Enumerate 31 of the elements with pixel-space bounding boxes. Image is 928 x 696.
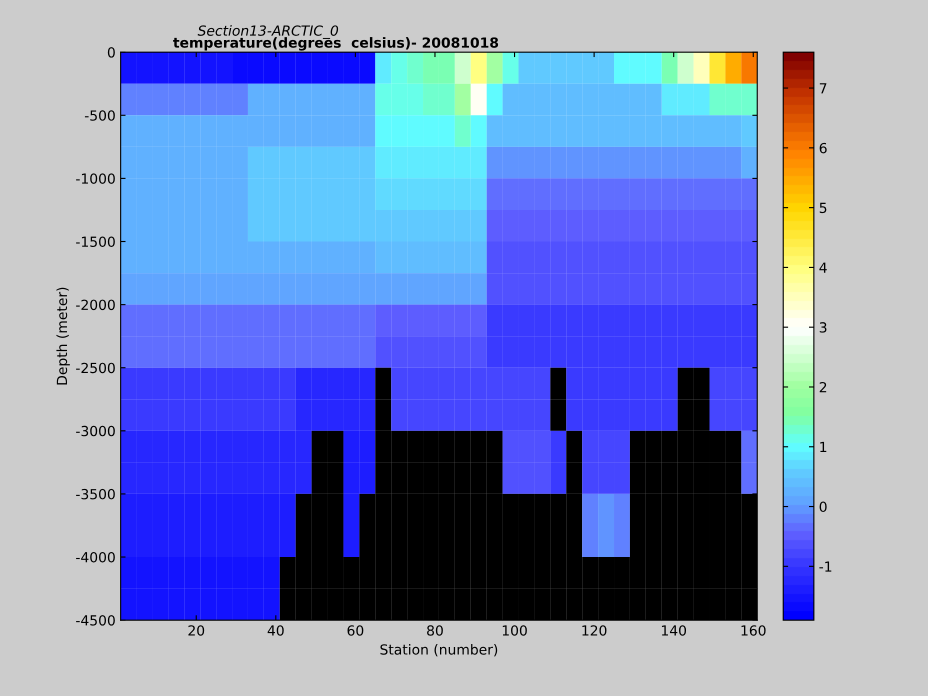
- chart-title: Section13-ARCTIC_0: [198, 25, 338, 39]
- x-tick-label: 40: [268, 625, 284, 636]
- color-bar-label: 2: [820, 382, 826, 392]
- x-axis-title: Station (number): [380, 644, 498, 656]
- x-tick-label: 80: [427, 625, 443, 636]
- y-tick-label: -2500: [76, 362, 115, 374]
- color-bar-label: 4: [819, 262, 827, 273]
- x-tick-label: 60: [348, 625, 364, 636]
- color-bar-label: 6: [820, 142, 827, 154]
- y-tick-label: 0: [108, 47, 115, 58]
- color-bar-label: 7: [820, 83, 826, 94]
- x-tick-label: 160: [742, 625, 766, 636]
- color-bar-label: 0: [820, 502, 827, 512]
- y-tick-label: -500: [84, 110, 115, 121]
- y-tick-label: -1000: [76, 173, 115, 184]
- x-tick-label: 120: [582, 625, 606, 636]
- y-tick-label: -3000: [76, 426, 115, 436]
- x-tick-label: 100: [502, 625, 527, 636]
- chart-subtitle: temperature(degrees celsius)- 20081018: [173, 37, 498, 51]
- y-tick-label: -2000: [76, 300, 115, 310]
- y-tick-label: -4500: [76, 615, 115, 626]
- color-bar-label: -1: [819, 561, 832, 572]
- y-tick-label: -4000: [76, 552, 115, 563]
- y-tick-label: -3500: [76, 488, 115, 500]
- color-bar-label: 5: [820, 202, 826, 214]
- color-bar-label: 3: [820, 322, 826, 333]
- x-tick-label: 140: [662, 625, 686, 636]
- y-tick-label: -1500: [76, 236, 115, 247]
- y-axis-title: Depth (meter): [56, 288, 70, 384]
- x-tick-label: 20: [188, 625, 204, 636]
- color-bar-label: 1: [820, 442, 826, 452]
